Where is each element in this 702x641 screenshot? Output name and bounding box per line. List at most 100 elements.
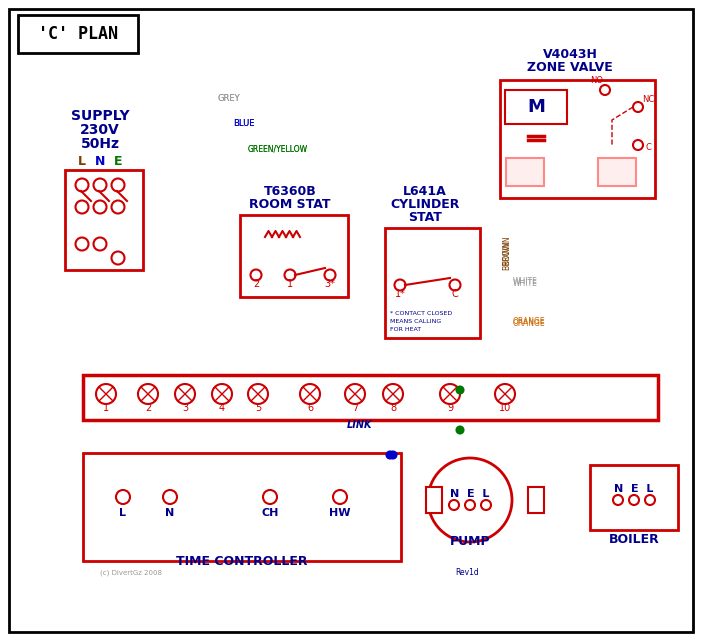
FancyBboxPatch shape [500, 80, 655, 198]
Text: L: L [119, 508, 126, 518]
Text: 5: 5 [255, 403, 261, 413]
FancyBboxPatch shape [385, 228, 480, 338]
Text: E: E [114, 155, 122, 168]
FancyBboxPatch shape [18, 15, 138, 53]
Circle shape [96, 384, 116, 404]
FancyBboxPatch shape [426, 487, 442, 513]
Text: BOILER: BOILER [609, 533, 659, 546]
Circle shape [138, 384, 158, 404]
Circle shape [456, 387, 463, 394]
FancyBboxPatch shape [9, 9, 693, 632]
Text: NC: NC [642, 95, 654, 104]
FancyBboxPatch shape [65, 170, 143, 270]
Circle shape [116, 490, 130, 504]
Text: GREEN/YELLOW: GREEN/YELLOW [248, 144, 308, 153]
Circle shape [284, 269, 296, 281]
Circle shape [300, 384, 320, 404]
Circle shape [383, 384, 403, 404]
Circle shape [263, 490, 277, 504]
Text: WHITE: WHITE [513, 279, 538, 288]
Text: 2: 2 [145, 403, 151, 413]
Circle shape [629, 495, 639, 505]
Text: GREY: GREY [218, 94, 241, 103]
Text: 1: 1 [287, 279, 293, 289]
Text: ORANGE: ORANGE [513, 319, 545, 328]
Text: MEANS CALLING: MEANS CALLING [390, 319, 442, 324]
Text: V4043H: V4043H [543, 48, 597, 61]
Circle shape [387, 451, 394, 458]
Circle shape [333, 490, 347, 504]
Circle shape [449, 279, 461, 290]
Text: 6: 6 [307, 403, 313, 413]
Text: 3: 3 [182, 403, 188, 413]
Circle shape [495, 384, 515, 404]
Text: * CONTACT CLOSED: * CONTACT CLOSED [390, 311, 452, 316]
Text: 7: 7 [352, 403, 358, 413]
Text: STAT: STAT [408, 211, 442, 224]
Text: L: L [78, 155, 86, 168]
Text: (c) DivertGz 2008: (c) DivertGz 2008 [100, 570, 162, 576]
Text: BROWN: BROWN [502, 240, 511, 270]
Circle shape [465, 500, 475, 510]
Text: 1*: 1* [395, 289, 406, 299]
Text: GREEN/YELLOW: GREEN/YELLOW [248, 144, 308, 153]
Circle shape [633, 140, 643, 150]
Text: 50Hz: 50Hz [81, 137, 119, 151]
Text: BROWN: BROWN [502, 235, 511, 265]
Circle shape [93, 178, 107, 192]
Text: C: C [451, 289, 458, 299]
Text: Rev1d: Rev1d [455, 568, 479, 577]
FancyBboxPatch shape [506, 158, 544, 186]
Circle shape [428, 458, 512, 542]
Text: TIME CONTROLLER: TIME CONTROLLER [176, 555, 307, 568]
Circle shape [456, 426, 463, 433]
Text: WHITE: WHITE [513, 277, 538, 286]
FancyBboxPatch shape [505, 90, 567, 124]
Circle shape [633, 102, 643, 112]
Circle shape [395, 279, 406, 290]
Text: 2: 2 [253, 279, 259, 289]
Text: 1: 1 [103, 403, 109, 413]
Circle shape [440, 384, 460, 404]
FancyBboxPatch shape [528, 487, 544, 513]
Circle shape [76, 238, 88, 251]
Circle shape [481, 500, 491, 510]
Text: 3*: 3* [324, 279, 336, 289]
FancyBboxPatch shape [598, 158, 636, 186]
Text: N  E  L: N E L [450, 489, 490, 499]
Circle shape [324, 269, 336, 281]
Circle shape [645, 495, 655, 505]
Circle shape [251, 269, 262, 281]
Text: L641A: L641A [403, 185, 447, 198]
Text: FOR HEAT: FOR HEAT [390, 327, 421, 332]
Circle shape [112, 201, 124, 213]
Text: ORANGE: ORANGE [513, 317, 545, 326]
Circle shape [248, 384, 268, 404]
Text: N: N [166, 508, 175, 518]
Circle shape [76, 178, 88, 192]
FancyBboxPatch shape [83, 453, 401, 561]
Circle shape [112, 178, 124, 192]
Circle shape [449, 500, 459, 510]
Text: ZONE VALVE: ZONE VALVE [527, 61, 613, 74]
Text: CYLINDER: CYLINDER [390, 198, 460, 211]
Text: 230V: 230V [80, 123, 120, 137]
Circle shape [600, 85, 610, 95]
Text: PUMP: PUMP [450, 535, 490, 548]
Text: 4: 4 [219, 403, 225, 413]
Text: NO: NO [590, 76, 604, 85]
Circle shape [345, 384, 365, 404]
Text: N: N [95, 155, 105, 168]
Circle shape [93, 238, 107, 251]
Text: CH: CH [261, 508, 279, 518]
Text: T6360B: T6360B [264, 185, 317, 198]
Circle shape [76, 201, 88, 213]
Text: BLUE: BLUE [233, 119, 255, 128]
Text: HW: HW [329, 508, 351, 518]
FancyBboxPatch shape [83, 375, 658, 420]
Circle shape [163, 490, 177, 504]
Circle shape [175, 384, 195, 404]
Text: BLUE: BLUE [233, 119, 255, 128]
Text: SUPPLY: SUPPLY [71, 109, 129, 123]
Circle shape [112, 251, 124, 265]
